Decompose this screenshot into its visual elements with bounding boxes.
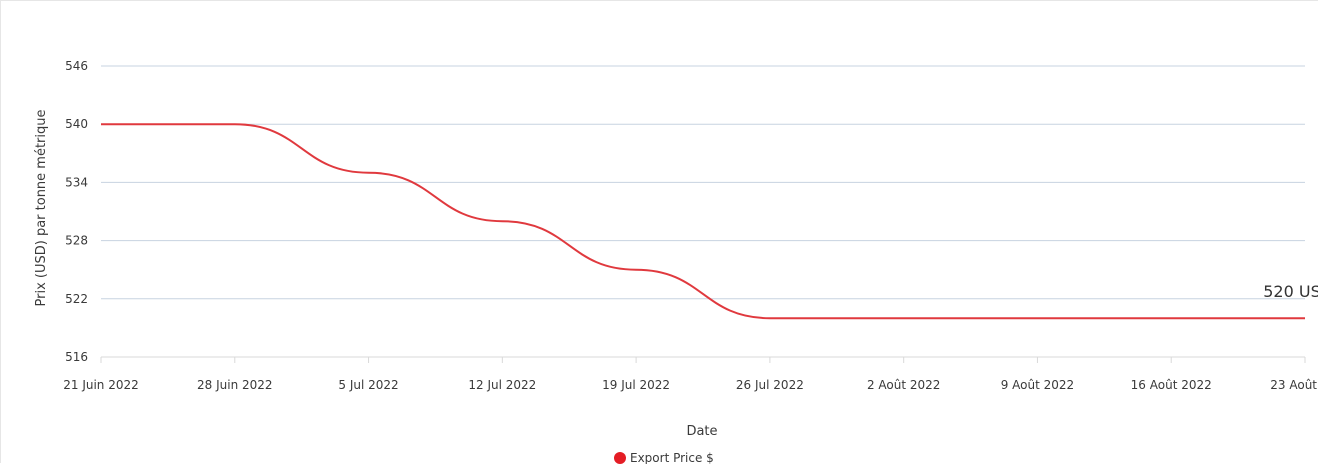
y-tick-label: 516 <box>65 350 88 364</box>
data-point[interactable] <box>230 119 240 129</box>
y-tick-label: 546 <box>65 59 88 73</box>
data-point[interactable] <box>899 313 909 323</box>
y-tick-labels: 516 522 528 534 540 546 <box>65 59 88 364</box>
x-tick-label: 2 Août 2022 <box>867 378 940 392</box>
y-tick-label: 528 <box>65 234 88 248</box>
data-point[interactable] <box>497 216 507 226</box>
data-point[interactable] <box>631 265 641 275</box>
y-tick-label: 540 <box>65 117 88 131</box>
x-tick-label: 28 Juin 2022 <box>197 378 273 392</box>
y-tick-label: 522 <box>65 292 88 306</box>
x-tick-label: 23 Août <box>1270 378 1317 392</box>
x-tick-label: 16 Août 2022 <box>1131 378 1212 392</box>
price-annotation: 520 USD/t <box>1263 282 1318 301</box>
x-tick-label: 5 Jul 2022 <box>338 378 398 392</box>
legend-marker-icon <box>614 452 626 464</box>
data-point[interactable] <box>1166 313 1176 323</box>
x-tick-labels: 21 Juin 2022 28 Juin 2022 5 Jul 2022 12 Jul… <box>63 378 1317 392</box>
data-point[interactable] <box>364 168 374 178</box>
data-point[interactable] <box>1300 313 1310 323</box>
x-tick-label: 21 Juin 2022 <box>63 378 139 392</box>
data-point[interactable] <box>765 313 775 323</box>
x-tick-label: 19 Jul 2022 <box>602 378 670 392</box>
data-point[interactable] <box>96 119 106 129</box>
x-tick-label: 9 Août 2022 <box>1001 378 1074 392</box>
legend[interactable]: Export Price $ <box>614 451 714 465</box>
y-axis-title: Prix (USD) par tonne métrique <box>34 109 49 306</box>
x-tick-label: 12 Jul 2022 <box>468 378 536 392</box>
grid-layer <box>100 65 1306 363</box>
series-layer <box>96 119 1310 323</box>
legend-label: Export Price $ <box>630 451 714 464</box>
x-axis-title: Date <box>686 424 717 439</box>
series-line-export-price[interactable] <box>100 123 1305 320</box>
x-tick-label: 26 Jul 2022 <box>736 378 804 392</box>
y-tick-label: 534 <box>65 175 88 189</box>
data-point[interactable] <box>1032 313 1042 323</box>
